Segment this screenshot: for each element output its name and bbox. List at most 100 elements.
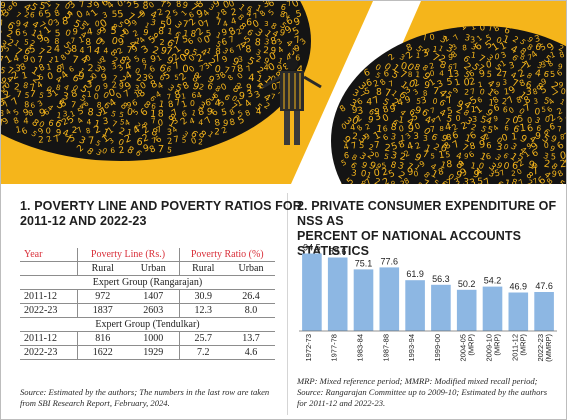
- svg-text:6: 6: [204, 98, 212, 109]
- svg-text:7: 7: [429, 125, 435, 135]
- svg-text:2: 2: [468, 76, 476, 88]
- svg-text:2: 2: [459, 120, 469, 132]
- bar-2022-23: [534, 292, 554, 331]
- svg-text:5: 5: [174, 73, 179, 82]
- svg-text:4: 4: [21, 2, 32, 15]
- svg-text:9: 9: [448, 53, 453, 62]
- svg-text:4: 4: [261, 92, 272, 105]
- svg-text:0: 0: [477, 161, 485, 171]
- svg-text:2: 2: [263, 45, 269, 56]
- svg-text:0: 0: [413, 169, 419, 179]
- svg-text:8: 8: [565, 88, 566, 99]
- svg-text:8: 8: [524, 171, 535, 182]
- svg-text:2: 2: [10, 70, 20, 83]
- svg-text:5: 5: [390, 140, 399, 152]
- svg-text:8: 8: [491, 94, 501, 105]
- svg-text:1: 1: [498, 40, 508, 53]
- svg-text:7: 7: [172, 60, 182, 73]
- svg-text:7: 7: [223, 66, 231, 77]
- svg-text:3: 3: [86, 1, 93, 10]
- svg-text:6: 6: [469, 130, 479, 142]
- svg-text:1: 1: [15, 125, 22, 136]
- svg-text:9: 9: [195, 8, 205, 20]
- svg-text:5: 5: [444, 89, 454, 100]
- svg-text:5: 5: [79, 92, 88, 103]
- svg-text:3: 3: [201, 60, 211, 71]
- svg-text:7: 7: [79, 1, 86, 10]
- svg-text:7: 7: [286, 1, 293, 8]
- svg-text:3: 3: [207, 2, 216, 12]
- svg-text:0: 0: [93, 35, 104, 47]
- svg-text:7: 7: [518, 60, 527, 72]
- svg-text:7: 7: [88, 136, 95, 147]
- svg-text:0: 0: [222, 1, 232, 11]
- svg-text:6: 6: [164, 38, 176, 51]
- svg-text:5: 5: [540, 133, 551, 146]
- svg-text:4: 4: [542, 169, 552, 180]
- svg-text:6: 6: [136, 137, 144, 149]
- svg-text:6: 6: [496, 179, 505, 184]
- svg-text:5: 5: [516, 152, 525, 163]
- svg-text:8: 8: [85, 126, 92, 136]
- svg-text:0: 0: [37, 119, 46, 129]
- bar-chart: 94.5 1972-73 89.6 1977-78 75.1 1983-84 77.6 198…: [299, 243, 557, 362]
- svg-text:6: 6: [542, 127, 552, 137]
- svg-text:1: 1: [105, 125, 115, 136]
- svg-text:7: 7: [231, 65, 236, 74]
- svg-text:5: 5: [1, 84, 8, 95]
- svg-text:9: 9: [14, 1, 22, 2]
- svg-text:9: 9: [127, 100, 132, 109]
- svg-text:7: 7: [451, 139, 462, 152]
- svg-text:8: 8: [269, 21, 278, 31]
- cell-line-urban: 1000: [128, 331, 179, 346]
- svg-text:0: 0: [138, 80, 148, 91]
- svg-text:9: 9: [493, 114, 499, 124]
- svg-text:2: 2: [428, 61, 435, 71]
- svg-text:6: 6: [295, 54, 300, 63]
- svg-text:3: 3: [175, 1, 184, 5]
- svg-text:8: 8: [422, 170, 432, 180]
- svg-text:0: 0: [214, 64, 222, 76]
- svg-text:7: 7: [1, 118, 5, 129]
- svg-text:6: 6: [47, 117, 55, 128]
- svg-text:6: 6: [86, 1, 92, 2]
- svg-text:5: 5: [61, 40, 72, 51]
- svg-text:9: 9: [367, 160, 377, 173]
- svg-text:5: 5: [551, 151, 557, 161]
- svg-text:7: 7: [235, 43, 244, 53]
- svg-text:5: 5: [359, 140, 365, 150]
- svg-text:3: 3: [172, 20, 183, 31]
- svg-text:8: 8: [462, 108, 471, 118]
- svg-text:7: 7: [476, 54, 486, 66]
- svg-text:3: 3: [1, 39, 8, 51]
- cell-line-rural: 816: [76, 331, 128, 346]
- svg-text:0: 0: [290, 1, 301, 10]
- tick-label: 1977-78: [330, 334, 339, 362]
- svg-text:0: 0: [98, 18, 109, 31]
- svg-text:8: 8: [1, 109, 4, 118]
- svg-text:1: 1: [237, 2, 247, 13]
- svg-text:4: 4: [30, 20, 40, 32]
- tick-label: 2022-23: [536, 334, 545, 362]
- svg-text:8: 8: [402, 176, 411, 184]
- svg-text:2: 2: [13, 82, 19, 92]
- svg-text:5: 5: [430, 151, 435, 160]
- svg-text:8: 8: [148, 144, 158, 156]
- svg-text:0: 0: [83, 53, 92, 63]
- svg-text:9: 9: [454, 99, 465, 111]
- svg-text:2: 2: [372, 78, 380, 89]
- svg-text:9: 9: [413, 152, 423, 165]
- svg-text:3: 3: [555, 114, 564, 124]
- svg-text:4: 4: [527, 134, 538, 146]
- svg-text:4: 4: [349, 122, 356, 133]
- subheader-ratio-rural: Rural: [178, 261, 227, 276]
- svg-text:0: 0: [413, 120, 421, 131]
- svg-text:5: 5: [538, 41, 547, 52]
- svg-text:1: 1: [499, 58, 508, 68]
- svg-text:2: 2: [151, 45, 160, 57]
- bar-1972-73: [302, 253, 322, 331]
- svg-text:1: 1: [390, 88, 400, 98]
- svg-text:0: 0: [101, 146, 109, 156]
- svg-text:1: 1: [390, 62, 401, 74]
